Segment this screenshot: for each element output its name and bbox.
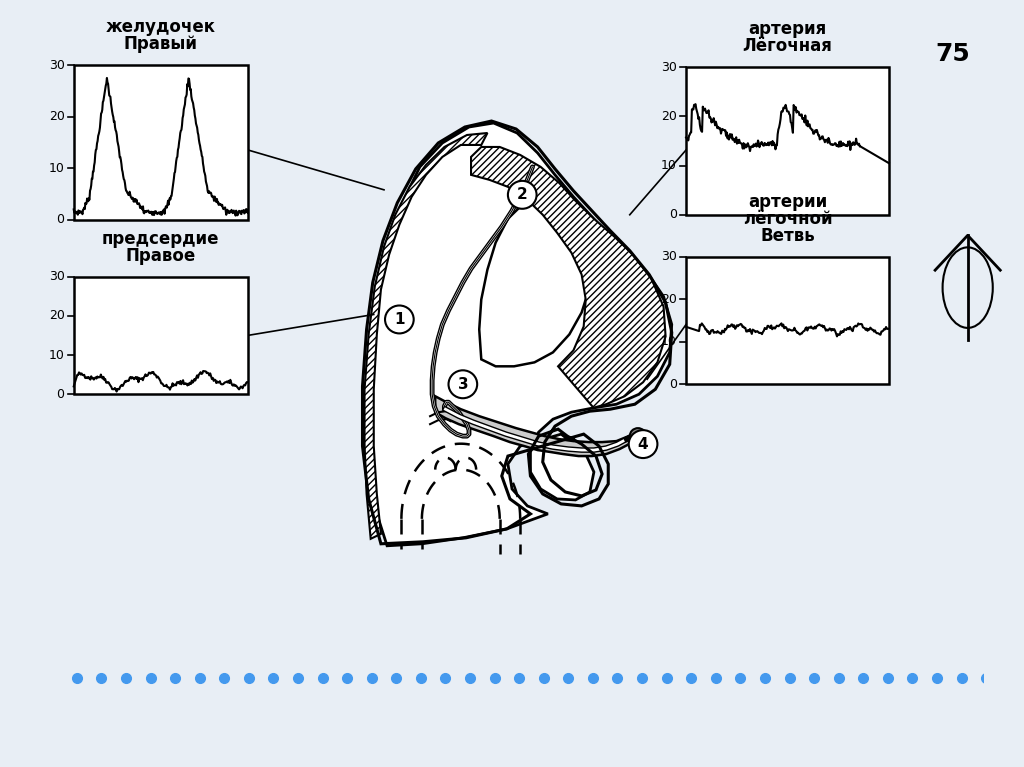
Text: 0: 0 bbox=[669, 378, 677, 390]
Text: 20: 20 bbox=[48, 110, 65, 123]
Polygon shape bbox=[435, 397, 641, 456]
Circle shape bbox=[630, 428, 646, 444]
Bar bbox=[686, 67, 889, 215]
Bar bbox=[686, 257, 889, 384]
Text: 10: 10 bbox=[48, 162, 65, 175]
Text: Правое: Правое bbox=[126, 247, 196, 265]
Text: 3: 3 bbox=[458, 377, 468, 392]
Text: 30: 30 bbox=[48, 59, 65, 71]
Text: 0: 0 bbox=[56, 388, 65, 400]
Text: 75: 75 bbox=[935, 41, 970, 66]
Text: 2: 2 bbox=[517, 187, 527, 202]
Text: желудочек: желудочек bbox=[105, 18, 216, 36]
Text: Лёгочная: Лёгочная bbox=[742, 38, 833, 55]
Text: 0: 0 bbox=[56, 213, 65, 226]
Polygon shape bbox=[479, 195, 592, 367]
Text: Ветвь: Ветвь bbox=[760, 227, 815, 245]
Text: 20: 20 bbox=[660, 110, 677, 123]
Text: 4: 4 bbox=[638, 436, 648, 452]
Circle shape bbox=[385, 305, 414, 334]
Bar bbox=[74, 65, 248, 219]
Circle shape bbox=[508, 181, 537, 209]
Text: 0: 0 bbox=[669, 209, 677, 221]
Text: Правый: Правый bbox=[124, 35, 198, 53]
Polygon shape bbox=[471, 147, 666, 408]
Polygon shape bbox=[367, 123, 672, 546]
Text: 1: 1 bbox=[394, 312, 404, 327]
Text: артерия: артерия bbox=[749, 20, 826, 38]
Text: 30: 30 bbox=[660, 250, 677, 263]
Text: 10: 10 bbox=[660, 335, 677, 348]
Text: 10: 10 bbox=[660, 159, 677, 172]
Text: 30: 30 bbox=[48, 270, 65, 283]
Text: 20: 20 bbox=[48, 309, 65, 322]
Circle shape bbox=[629, 430, 657, 458]
Text: 10: 10 bbox=[48, 348, 65, 361]
Circle shape bbox=[449, 370, 477, 398]
Text: лёгочной: лёгочной bbox=[742, 209, 833, 228]
Bar bbox=[74, 277, 248, 394]
Text: предсердие: предсердие bbox=[102, 229, 219, 248]
Text: артерии: артерии bbox=[748, 193, 827, 211]
Text: 20: 20 bbox=[660, 293, 677, 306]
Text: 30: 30 bbox=[660, 61, 677, 74]
Polygon shape bbox=[365, 133, 487, 538]
